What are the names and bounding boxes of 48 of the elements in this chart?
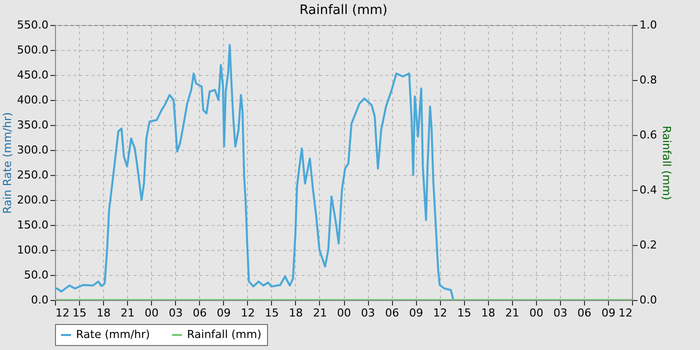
x-tick-label: 21 <box>120 306 135 320</box>
x-tick-label: 03 <box>553 306 568 320</box>
y2-tick-label: 0.0 <box>640 294 657 306</box>
y-axis-title: Rain Rate (mm/hr) <box>1 112 14 214</box>
x-tick-label: 06 <box>577 306 592 320</box>
x-tick-label: 06 <box>192 306 207 320</box>
y-tick-label: 300.0 <box>17 144 48 156</box>
x-tick-label: 06 <box>385 306 400 320</box>
x-tick-label: 09 <box>601 306 616 320</box>
y-tick-label: 0.0 <box>31 294 48 306</box>
y-tick-label: 500.0 <box>17 44 48 56</box>
x-tick-label: 00 <box>529 306 544 320</box>
x-tick-label: 12 <box>618 306 632 320</box>
chart-title: Rainfall (mm) <box>300 3 388 18</box>
y2-tick-label: 0.8 <box>640 74 657 86</box>
x-tick-label: 21 <box>505 306 520 320</box>
y-tick-label: 450.0 <box>17 68 48 82</box>
x-tick-label: 15 <box>457 306 472 320</box>
x-tick-label: 03 <box>168 306 183 320</box>
y2-tick-label: 0.2 <box>640 238 657 252</box>
x-tick-label: 15 <box>72 306 87 320</box>
x-tick-label: 18 <box>481 306 496 320</box>
x-tick-label: 12 <box>240 306 255 320</box>
legend-label: Rate (mm/hr) <box>76 328 150 341</box>
y2-tick-label: 0.6 <box>640 128 657 142</box>
y-tick-label: 100.0 <box>17 244 48 256</box>
y-tick-label: 150.0 <box>17 218 48 232</box>
y-tick-label: 350.0 <box>17 118 48 132</box>
x-tick-label: 21 <box>312 306 327 320</box>
x-tick-label: 00 <box>337 306 351 320</box>
x-tick-label: 12 <box>433 306 448 320</box>
x-tick-label: 09 <box>216 306 231 320</box>
x-tick-label: 03 <box>361 306 376 320</box>
y2-axis-title: Rainfall (mm) <box>660 126 673 200</box>
x-tick-label: 09 <box>409 306 424 320</box>
x-tick-label: 12 <box>56 306 70 320</box>
y2-tick-label: 1.0 <box>640 18 657 32</box>
y-tick-label: 400.0 <box>17 94 48 106</box>
y-tick-label: 50.0 <box>24 268 48 282</box>
x-tick-label: 15 <box>264 306 279 320</box>
x-tick-label: 00 <box>144 306 159 320</box>
x-tick-label: 18 <box>288 306 303 320</box>
x-tick-label: 18 <box>96 306 111 320</box>
y-tick-label: 200.0 <box>17 194 48 206</box>
y2-tick-label: 0.4 <box>640 184 657 196</box>
y-tick-label: 550.0 <box>17 18 48 32</box>
y-tick-label: 250.0 <box>17 168 48 182</box>
legend-label: Rainfall (mm) <box>187 328 262 341</box>
